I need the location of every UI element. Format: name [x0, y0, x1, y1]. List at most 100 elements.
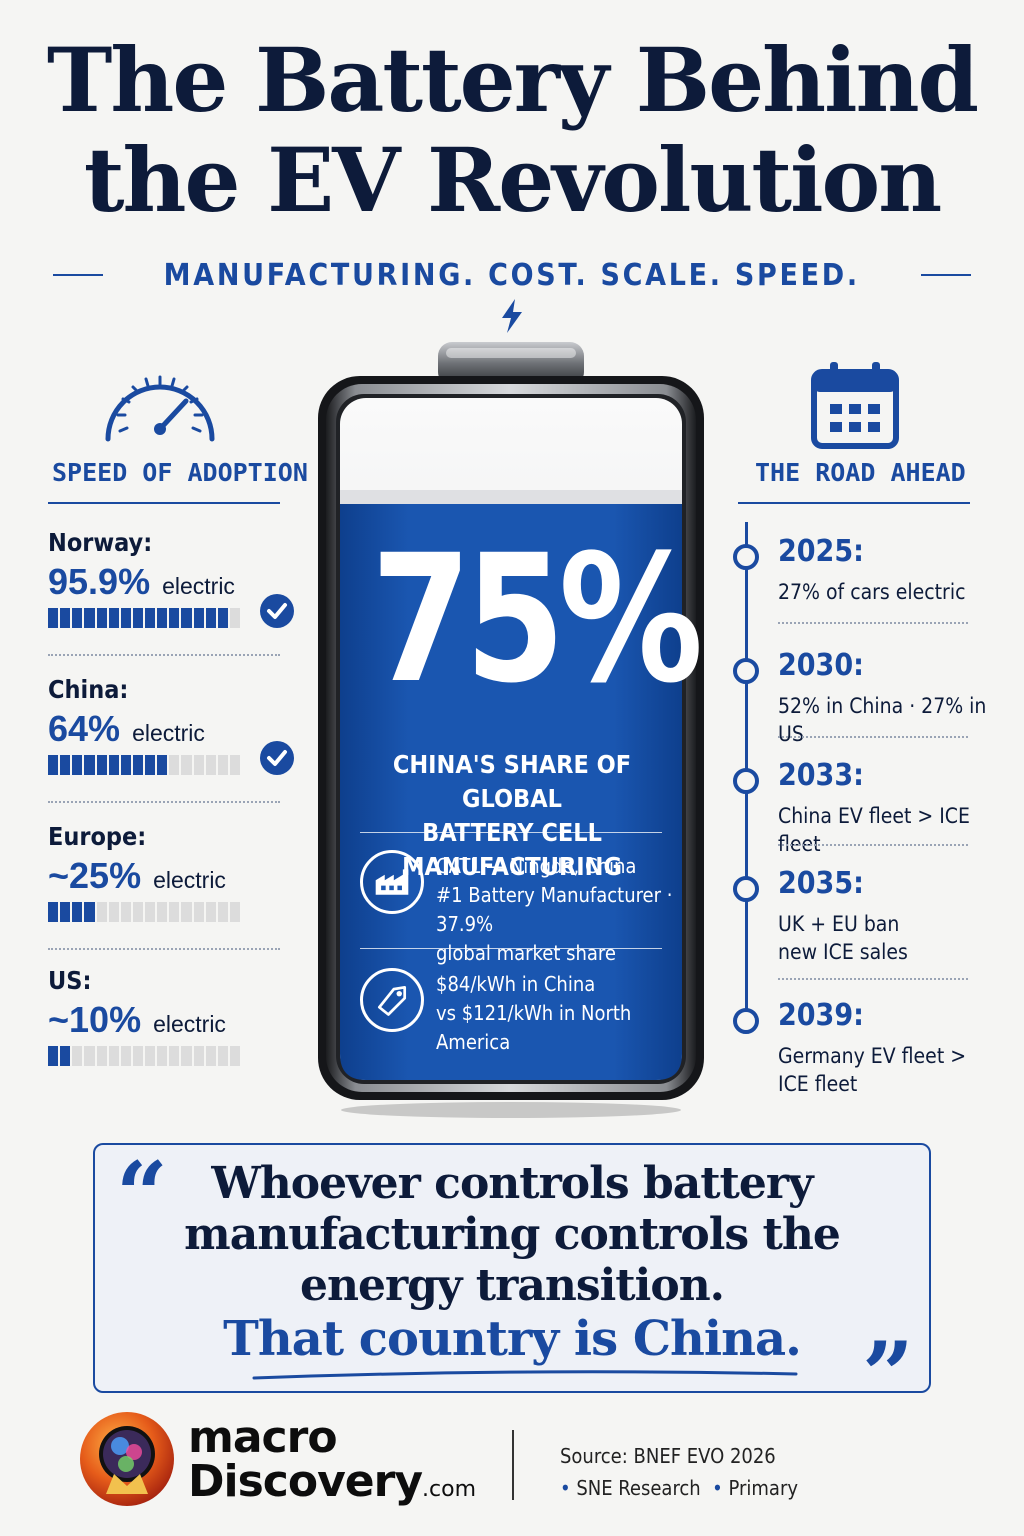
adoption-bar-segment — [229, 608, 240, 628]
quote-emphasis: That country is China. — [223, 1311, 802, 1367]
timeline-item: 2039: Germany EV fleet > ICE fleet — [733, 998, 1003, 1098]
adoption-bar-segment — [157, 608, 168, 628]
adoption-value-row: ~25% electric — [48, 855, 308, 897]
adoption-unit: electric — [162, 573, 235, 599]
adoption-bar-segment — [205, 902, 216, 922]
adoption-bar-segment — [132, 755, 143, 775]
lightning-bolt-icon — [502, 299, 522, 333]
catl-line-1: CATL — Ningde, China — [436, 854, 637, 878]
adoption-bar-segment — [72, 608, 83, 628]
timeline-description-line: new ICE sales — [778, 940, 908, 964]
china-share-value: 75% — [370, 517, 703, 722]
adoption-unit: electric — [153, 867, 226, 893]
source-line-1: Source: BNEF EVO 2026 — [560, 1444, 776, 1468]
adoption-value-row: ~10% electric — [48, 999, 308, 1041]
adoption-bar-segment — [157, 755, 168, 775]
title-line-2: the EV Revolution — [83, 128, 942, 232]
timeline-description-line: China EV fleet > ICE fleet — [778, 804, 970, 856]
adoption-bar-segment — [169, 608, 180, 628]
timeline-divider — [778, 736, 968, 738]
speed-of-adoption-heading: SPEED OF ADOPTION — [52, 458, 308, 487]
adoption-bar-segment — [72, 755, 83, 775]
source-item-2: Primary — [728, 1476, 798, 1500]
adoption-bar-segment — [229, 755, 240, 775]
timeline-description-line: ICE fleet — [778, 1072, 858, 1096]
brand-wordmark: macro Discovery.com — [188, 1416, 476, 1512]
adoption-bar-segment — [108, 1046, 119, 1066]
adoption-divider — [48, 654, 280, 656]
timeline-dot — [733, 544, 759, 570]
adoption-bar-segment — [193, 755, 204, 775]
adoption-bar-segment — [205, 755, 216, 775]
timeline-year: 2030: — [778, 648, 864, 683]
timeline-description-line: UK + EU ban — [778, 912, 900, 936]
adoption-item: Norway: 95.9% electric — [48, 528, 308, 638]
country-name: China: — [48, 675, 129, 704]
timeline-dot — [733, 768, 759, 794]
adoption-bar-segment — [217, 902, 228, 922]
adoption-bar-segment — [193, 1046, 204, 1066]
adoption-bar-segment — [48, 608, 59, 628]
adoption-bar-segment — [217, 608, 228, 628]
adoption-bar-segment — [60, 755, 71, 775]
adoption-bar-segment — [145, 1046, 156, 1066]
battery-divider-1 — [360, 832, 662, 833]
adoption-bar-segment — [120, 1046, 131, 1066]
adoption-bar-segment — [157, 1046, 168, 1066]
adoption-bar-segment — [72, 902, 83, 922]
adoption-bar-segment — [229, 902, 240, 922]
adoption-bar-segment — [205, 608, 216, 628]
timeline-item: 2025: 27% of cars electric — [733, 534, 1003, 634]
timeline-dot — [733, 1008, 759, 1034]
catl-line-3: global market share — [436, 941, 616, 965]
adoption-bar-segment — [84, 608, 95, 628]
tagline-row: MANUFACTURING. COST. SCALE. SPEED. — [0, 255, 1024, 295]
brand-line-2: Discovery — [188, 1456, 423, 1507]
adoption-bar-segment — [60, 1046, 71, 1066]
adoption-bar-segment — [120, 755, 131, 775]
adoption-percent: ~25% — [48, 855, 142, 896]
adoption-bar-segment — [145, 755, 156, 775]
adoption-bar-segment — [169, 755, 180, 775]
title-line-1: The Battery Behind — [46, 28, 979, 132]
adoption-bar-segment — [84, 755, 95, 775]
underline-swoosh — [252, 1370, 798, 1380]
adoption-percent: ~10% — [48, 999, 142, 1040]
adoption-bar-segment — [96, 1046, 107, 1066]
share-label-line-1: CHINA'S SHARE OF GLOBAL — [392, 750, 632, 813]
quote-text: Whoever controls battery manufacturing c… — [160, 1158, 864, 1311]
left-heading-rule — [48, 502, 280, 504]
timeline-year: 2025: — [778, 534, 864, 569]
catl-info: CATL — Ningde, China #1 Battery Manufact… — [436, 852, 686, 968]
road-ahead-heading: THE ROAD AHEAD — [755, 458, 966, 487]
adoption-bar-segment — [72, 1046, 83, 1066]
adoption-bar-segment — [217, 755, 228, 775]
adoption-bar-segment — [120, 608, 131, 628]
timeline-dot — [733, 876, 759, 902]
calendar-icon — [811, 362, 899, 449]
timeline-description-line: 27% of cars electric — [778, 580, 966, 604]
check-icon — [260, 741, 294, 775]
adoption-bar-segment — [108, 755, 119, 775]
timeline-description-line: 52% in China · 27% in US — [778, 694, 987, 746]
adoption-bar-segment — [96, 755, 107, 775]
adoption-bar-segment — [145, 608, 156, 628]
adoption-item: Europe: ~25% electric — [48, 822, 308, 932]
quote-line-1: Whoever controls battery — [211, 1158, 813, 1209]
battery-divider-2 — [360, 948, 662, 949]
timeline-year: 2033: — [778, 758, 864, 793]
battery-graphic — [318, 342, 704, 1118]
speedometer-icon — [105, 375, 215, 442]
timeline-item: 2033: China EV fleet > ICE fleet — [733, 758, 1003, 858]
timeline-description: 52% in China · 27% in US — [778, 692, 1003, 748]
china-share-label: CHINA'S SHARE OF GLOBAL BATTERY CELL MAN… — [340, 748, 684, 884]
source-line-2: • SNE Research • Primary — [560, 1476, 798, 1500]
quote-close-icon: ” — [862, 1322, 914, 1428]
adoption-bar-segment — [48, 902, 59, 922]
source-item-1: SNE Research — [576, 1476, 701, 1500]
timeline-description: UK + EU ban new ICE sales — [778, 910, 1003, 966]
adoption-value-row: 64% electric — [48, 708, 308, 750]
adoption-bar-segment — [60, 902, 71, 922]
adoption-bar-segment — [120, 902, 131, 922]
adoption-bar-segment — [169, 1046, 180, 1066]
